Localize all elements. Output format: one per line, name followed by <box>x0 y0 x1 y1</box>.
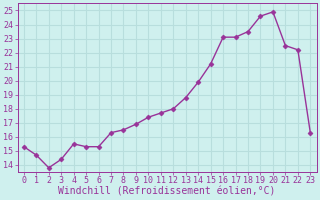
X-axis label: Windchill (Refroidissement éolien,°C): Windchill (Refroidissement éolien,°C) <box>58 187 276 197</box>
